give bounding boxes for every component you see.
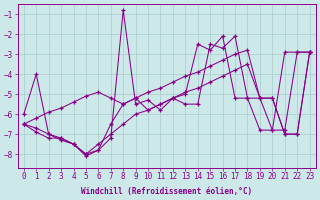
X-axis label: Windchill (Refroidissement éolien,°C): Windchill (Refroidissement éolien,°C)	[81, 187, 252, 196]
